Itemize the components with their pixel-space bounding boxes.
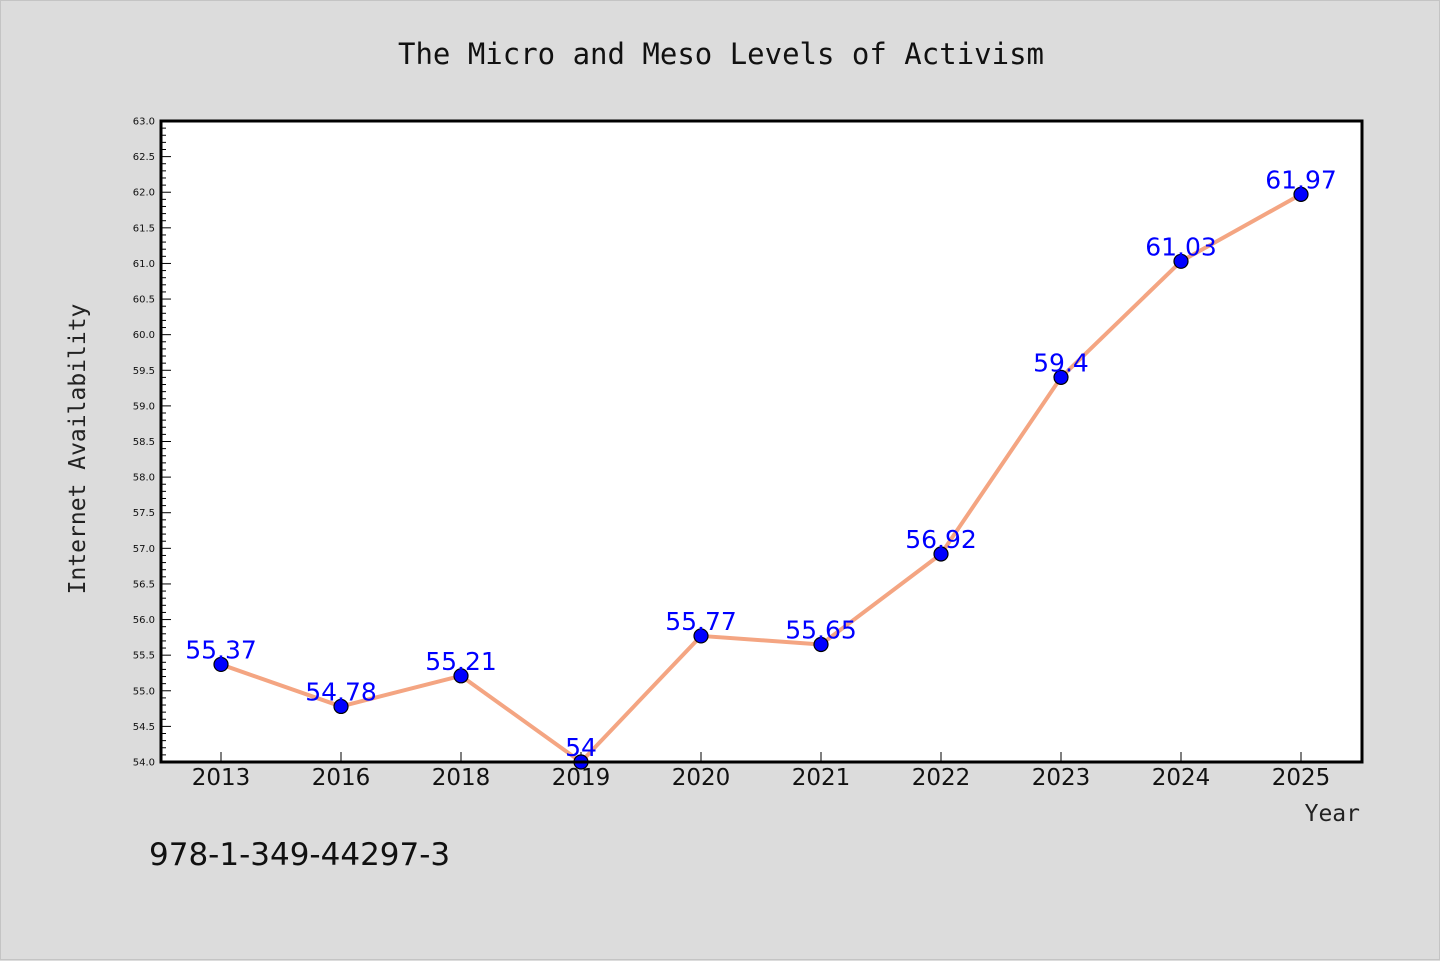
data-point-marker xyxy=(333,698,349,715)
plot-area xyxy=(161,121,1362,762)
x-tick-label: 2020 xyxy=(672,765,731,791)
y-tick-label: 56.5 xyxy=(133,579,155,590)
y-tick-label: 54.0 xyxy=(133,758,155,769)
x-tick-label: 2013 xyxy=(192,765,251,791)
y-tick-label: 55.5 xyxy=(133,651,155,662)
data-label: 55.37 xyxy=(185,635,257,664)
y-axis-label: Internet Availability xyxy=(65,304,91,595)
data-label: 61.97 xyxy=(1265,165,1337,194)
x-axis: 2013 2016 2018 2019 2020 2021 2022 2023 2024 2025 xyxy=(192,752,1331,791)
chart-title: The Micro and Meso Levels of Activism xyxy=(398,37,1044,71)
x-tick-label: 2023 xyxy=(1032,765,1091,791)
isbn-footnote: 978-1-349-44297-3 xyxy=(149,837,450,873)
x-tick-label: 2016 xyxy=(312,765,371,791)
data-point-marker xyxy=(1293,186,1309,202)
x-tick-label: 2025 xyxy=(1272,765,1331,791)
y-tick-label: 55.0 xyxy=(133,686,155,697)
series-line-group xyxy=(219,192,1303,764)
data-point-marker xyxy=(453,668,469,684)
y-tick-label: 60.0 xyxy=(133,330,155,341)
y-axis: 54.0 54.5 55.0 55.5 56.0 56.5 57.0 57.5 58.0 58.5… xyxy=(133,117,171,769)
y-tick-label: 63.0 xyxy=(133,117,155,128)
y-tick-label: 62.0 xyxy=(133,188,155,199)
y-tick-label: 59.0 xyxy=(133,401,155,412)
data-label: 61.03 xyxy=(1145,232,1217,261)
data-point-marker xyxy=(1053,369,1069,385)
data-point-marker xyxy=(213,656,229,673)
y-tick-label: 62.5 xyxy=(133,152,155,163)
plot-frame xyxy=(159,119,1364,764)
y-tick-label: 58.0 xyxy=(133,473,155,484)
y-tick-label: 54.5 xyxy=(133,722,155,733)
y-tick-label: 58.5 xyxy=(133,437,155,448)
data-label: 55.65 xyxy=(785,615,857,644)
data-point-marker xyxy=(693,628,709,644)
x-tick-label: 2022 xyxy=(912,765,971,791)
data-point-marker xyxy=(933,546,949,562)
y-tick-label: 57.5 xyxy=(133,508,155,519)
data-label: 59.4 xyxy=(1033,348,1089,377)
data-label: 56.92 xyxy=(905,525,977,554)
y-tick-label: 56.0 xyxy=(133,615,155,626)
data-point-marker xyxy=(1173,253,1189,269)
data-label: 54.78 xyxy=(305,677,377,706)
x-tick-label: 2018 xyxy=(432,765,491,791)
data-label: 54 xyxy=(565,733,597,762)
x-axis-label: Year xyxy=(1305,801,1360,827)
y-tick-label: 60.5 xyxy=(133,295,155,306)
data-label-group: 55.37 54.78 55.21 54 55.77 55.65 56.92 59.4 61.0… xyxy=(185,165,1337,762)
y-tick-label: 57.0 xyxy=(133,544,155,555)
series-line xyxy=(219,192,1303,764)
x-tick-label: 2024 xyxy=(1152,765,1211,791)
y-tick-label: 61.0 xyxy=(133,259,155,270)
marker-group xyxy=(213,186,1309,770)
y-tick-label: 61.5 xyxy=(133,223,155,234)
y-tick-label: 59.5 xyxy=(133,366,155,377)
data-label: 55.21 xyxy=(425,647,497,676)
data-point-marker xyxy=(813,636,829,653)
x-tick-label: 2021 xyxy=(792,765,851,791)
data-label: 55.77 xyxy=(665,607,737,636)
